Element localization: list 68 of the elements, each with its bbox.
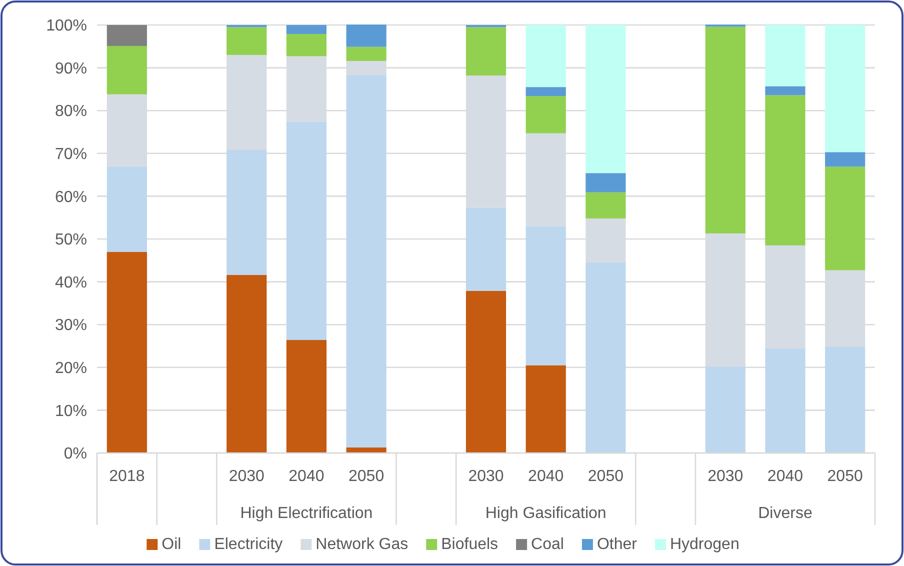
- x-tick-label: 2050: [827, 468, 863, 485]
- y-tick-label: 80%: [54, 103, 87, 120]
- y-tick-label: 60%: [54, 188, 87, 206]
- legend-label: Other: [596, 536, 638, 553]
- bar: [526, 226, 566, 366]
- bar: [765, 86, 806, 96]
- bar: [705, 366, 746, 453]
- y-tick-label: 0%: [64, 446, 87, 463]
- x-tick-label: 2030: [708, 468, 744, 485]
- y-tick-label: 10%: [54, 402, 87, 420]
- x-tick-label: 2040: [288, 468, 324, 485]
- legend-label: Hydrogen: [670, 536, 740, 553]
- x-tick-label: 2050: [588, 468, 624, 485]
- bar: [586, 262, 626, 453]
- bar: [825, 166, 866, 270]
- bar: [526, 25, 566, 88]
- legend-label: Coal: [531, 536, 564, 553]
- bar: [705, 26, 746, 234]
- x-tick-label: 2030: [228, 468, 265, 485]
- bar: [466, 208, 506, 291]
- bar: [586, 25, 626, 174]
- bar: [466, 27, 506, 76]
- x-tick-label: 2040: [528, 468, 564, 485]
- bar: [586, 173, 626, 192]
- text: High Electrification: [240, 505, 373, 522]
- legend-label: Biofuels: [441, 536, 498, 553]
- bar: [286, 122, 327, 340]
- bar: [106, 166, 147, 252]
- x-tick-label: 2030: [468, 468, 504, 485]
- bar: [226, 274, 267, 453]
- bar: [106, 46, 147, 94]
- bar: [526, 87, 566, 96]
- legend-label: Electricity: [214, 536, 283, 553]
- y-tick-label: 40%: [54, 274, 87, 292]
- x-tick-label: 2040: [767, 468, 804, 485]
- text: Diverse: [758, 505, 812, 522]
- bar: [286, 34, 327, 56]
- bar: [825, 25, 866, 152]
- bar: [346, 24, 386, 47]
- y-tick-label: 50%: [54, 232, 87, 249]
- y-tick-label: 20%: [54, 360, 87, 377]
- bar: [346, 75, 386, 448]
- bar: [526, 96, 566, 134]
- bar: [106, 25, 147, 46]
- y-tick-label: 70%: [54, 146, 87, 163]
- bar: [765, 25, 806, 86]
- legend-label: Oil: [162, 536, 182, 553]
- bar: [825, 152, 866, 167]
- bar: [286, 25, 327, 34]
- legend-label: Network Gas: [316, 536, 408, 553]
- bar: [226, 27, 267, 55]
- y-tick-label: 90%: [54, 60, 87, 78]
- bar: [586, 192, 626, 218]
- bar: [346, 447, 386, 453]
- bar: [346, 46, 386, 61]
- bar: [466, 290, 506, 453]
- text: High Gasification: [485, 505, 606, 522]
- bar: [765, 348, 806, 453]
- y-tick-label: 100%: [46, 18, 87, 35]
- bar: [825, 346, 866, 453]
- bar: [765, 95, 806, 246]
- bar: [226, 150, 267, 275]
- x-tick-label: 2018: [109, 468, 145, 485]
- bar: [286, 340, 327, 453]
- x-tick-label: 2050: [348, 468, 384, 485]
- y-tick-label: 30%: [54, 317, 87, 334]
- bar: [526, 365, 566, 453]
- bar: [106, 252, 147, 453]
